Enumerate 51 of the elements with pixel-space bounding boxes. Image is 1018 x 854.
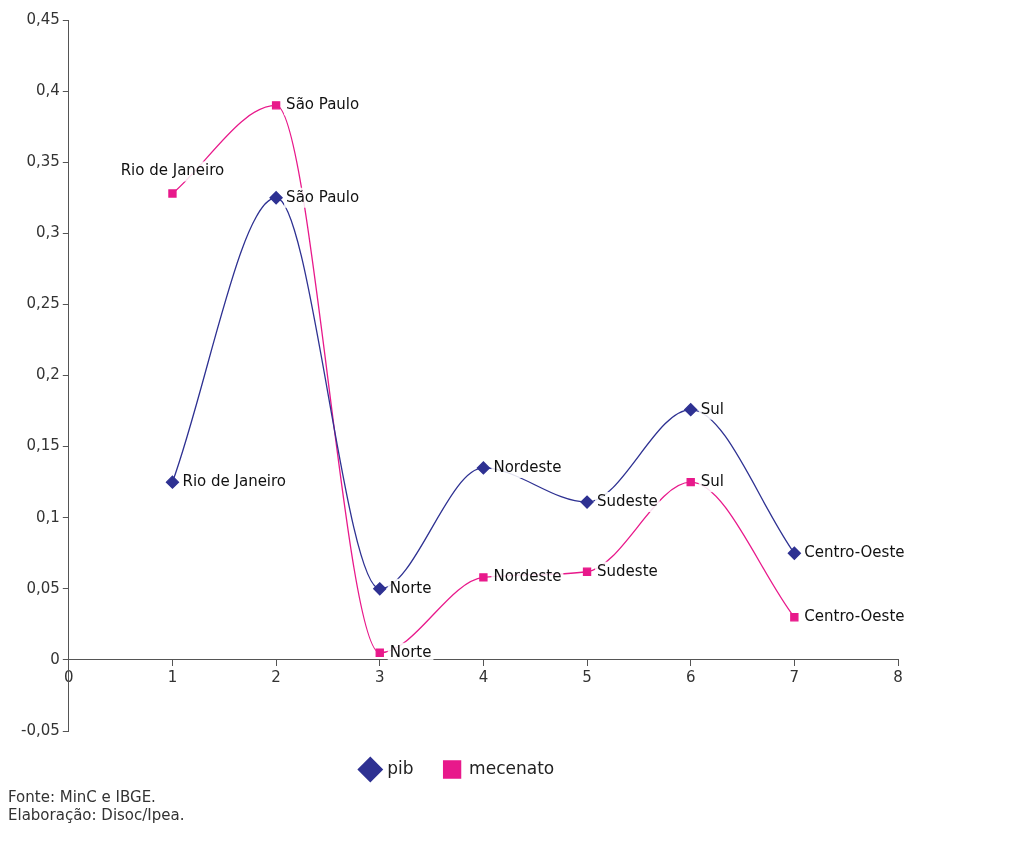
y-tick-label: 0,15 [26,436,60,455]
annotation: Sul [700,399,724,418]
point [790,613,799,622]
annotation: Norte [389,578,432,597]
annotation: Sudeste [597,561,658,580]
source-note: Fonte: MinC e IBGE. [8,788,157,806]
annotation: Centro-Oeste [804,543,905,562]
point [686,477,695,487]
legend-label: pib [387,757,414,778]
y-tick-label: 0,2 [35,365,60,384]
y-tick-label: 0,1 [35,507,60,526]
point [580,495,594,509]
point [479,573,488,582]
point [684,402,698,417]
annotation: Rio de Janeiro [120,161,225,180]
point [373,582,387,596]
y-tick-label: 0,05 [26,578,60,597]
x-tick-label: 6 [685,667,696,686]
point [168,189,177,198]
point [269,191,283,205]
x-tick-label: 3 [374,667,385,686]
point [375,648,384,657]
y-tick-label: 0,4 [35,80,60,99]
point [787,546,801,560]
point [165,475,180,489]
annotation: Sul [700,472,724,491]
annotation: São Paulo [286,187,360,206]
y-tick-label: 0,45 [26,9,60,28]
annotation: Nordeste [493,457,562,476]
x-tick-label: 5 [582,667,592,686]
point [582,567,592,576]
annotation: São Paulo [286,95,360,114]
annotation: Sudeste [597,491,658,510]
x-tick-label: 7 [789,667,800,686]
text: Elaboração: Disoc/Ipea. [8,806,186,824]
x-tick-label: 1 [167,667,178,686]
point [271,101,281,110]
point [476,461,491,475]
x-tick-label: 2 [271,667,281,686]
x-tick-label: 4 [478,667,489,686]
annotation: Centro-Oeste [804,607,905,626]
legend-label: mecenato [469,757,555,778]
annotation: Rio de Janeiro [182,472,287,491]
annotation: Norte [389,642,432,661]
y-tick-label: 0,35 [26,152,60,171]
y-tick-label: 0 [50,649,60,668]
x-tick-label: 8 [893,667,903,686]
annotation: Nordeste [493,567,562,586]
y-tick-label: 0,25 [26,294,60,313]
y-tick-label: -0,05 [21,720,60,739]
y-tick-label: 0,3 [35,223,60,242]
